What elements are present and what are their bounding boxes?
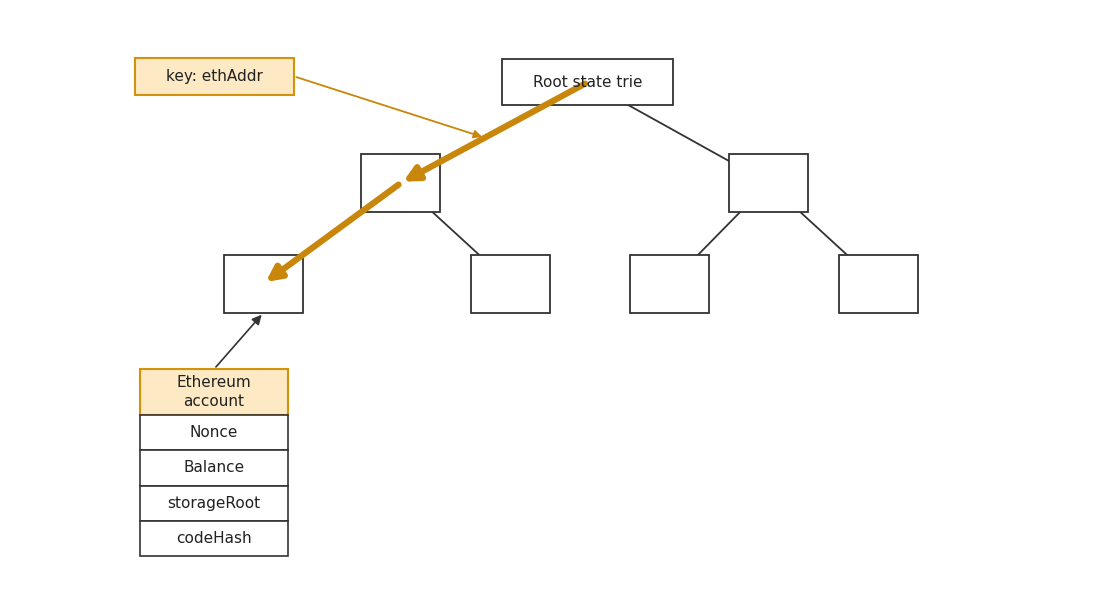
Text: codeHash: codeHash: [177, 531, 251, 546]
Bar: [471, 255, 550, 312]
Bar: [839, 255, 918, 312]
Bar: [141, 415, 288, 450]
Bar: [729, 154, 808, 212]
Text: Nonce: Nonce: [190, 425, 238, 440]
Text: Root state trie: Root state trie: [533, 75, 642, 90]
Text: Ethereum
account: Ethereum account: [177, 375, 251, 409]
Bar: [361, 154, 440, 212]
Bar: [224, 255, 303, 312]
Bar: [141, 450, 288, 486]
Bar: [630, 255, 709, 312]
Bar: [141, 486, 288, 521]
Bar: [141, 521, 288, 556]
Text: Balance: Balance: [183, 461, 245, 475]
Text: storageRoot: storageRoot: [168, 496, 260, 511]
Text: key: ethAddr: key: ethAddr: [166, 69, 262, 84]
Bar: [135, 58, 294, 95]
Bar: [503, 60, 672, 105]
Bar: [141, 369, 288, 415]
